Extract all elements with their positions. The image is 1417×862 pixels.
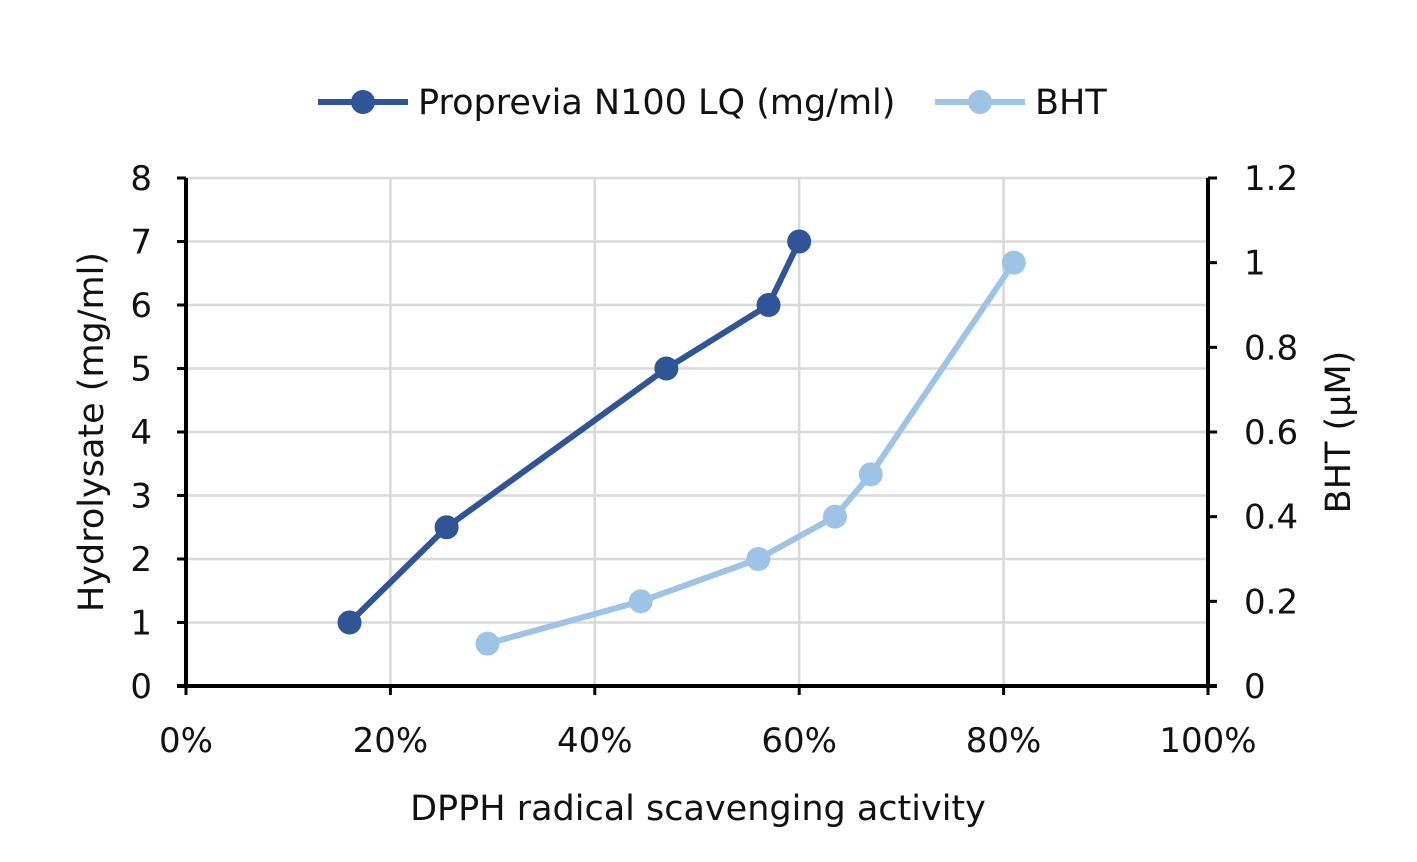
y2-tick-label: 0.6 xyxy=(1244,413,1298,453)
series-2-line xyxy=(486,260,1017,647)
series-2-point xyxy=(475,631,500,656)
y-tick-label: 6 xyxy=(130,286,152,326)
y2-tick-label: 1 xyxy=(1244,244,1266,284)
series-1-point xyxy=(756,293,781,317)
x-tick-label: 0% xyxy=(159,721,213,761)
axes xyxy=(177,176,1217,695)
series-1-point xyxy=(434,515,459,540)
y-tick-label: 8 xyxy=(130,159,152,199)
series-2-point xyxy=(822,504,847,529)
x-tick-label: 20% xyxy=(353,721,429,761)
y2-axis-title: BHT (µM) xyxy=(1319,351,1359,514)
y2-tick-label: 1.2 xyxy=(1244,159,1298,199)
series-1-point xyxy=(654,356,679,381)
series-2-point xyxy=(746,547,771,571)
series-1-point xyxy=(337,610,362,635)
y-tick-label: 5 xyxy=(130,350,152,390)
y2-tick-label: 0.2 xyxy=(1244,582,1298,622)
legend-label: BHT xyxy=(1035,83,1107,123)
y2-tick-label: 0.4 xyxy=(1244,498,1298,538)
legend-swatch-marker xyxy=(968,90,992,114)
y-axis-title: Hydrolysate (mg/ml) xyxy=(72,252,112,612)
series-1-point xyxy=(787,229,812,254)
grid-lines xyxy=(186,176,1210,686)
x-tick-label: 80% xyxy=(966,721,1042,761)
y-tick-label: 3 xyxy=(130,477,152,517)
legend-swatch-marker xyxy=(351,90,375,114)
series-2-point xyxy=(628,589,653,614)
y2-tick-label: 0 xyxy=(1244,667,1266,707)
x-tick-label: 100% xyxy=(1159,721,1256,761)
legend: Proprevia N100 LQ (mg/ml) BHT xyxy=(318,83,1107,123)
series-2-point xyxy=(1001,250,1026,275)
series-2-point xyxy=(858,462,883,487)
x-axis-title: DPPH radical scavenging activity xyxy=(410,789,986,829)
legend-label: Proprevia N100 LQ (mg/ml) xyxy=(418,83,895,123)
y-tick-label: 0 xyxy=(130,667,152,707)
x-tick-label: 40% xyxy=(557,721,633,761)
y-tick-label: 4 xyxy=(130,413,152,453)
x-tick-label: 60% xyxy=(761,721,837,761)
series-layer xyxy=(337,229,1026,656)
y-tick-label: 1 xyxy=(130,604,152,644)
tick-labels: 0% 20% 40% 60% 80% 100% 0 1 2 3 4 5 6 7 8 0 0.2 0.4 0.6 0.8… xyxy=(130,159,1298,761)
y-tick-label: 7 xyxy=(130,223,152,263)
y2-tick-label: 0.8 xyxy=(1244,328,1298,368)
y-tick-label: 2 xyxy=(130,540,152,580)
